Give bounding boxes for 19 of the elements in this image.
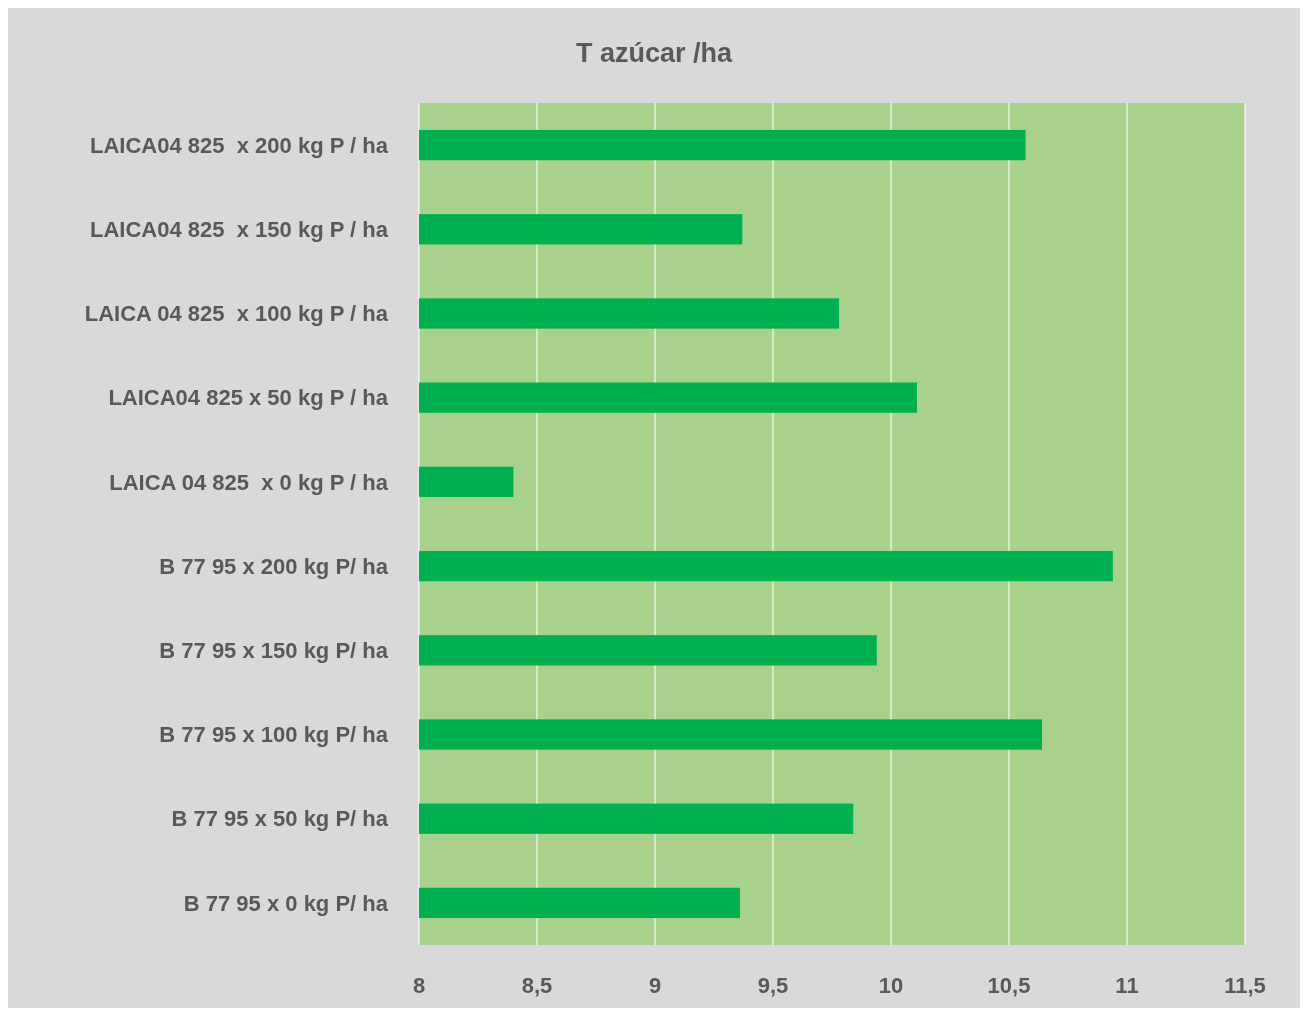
x-tick-label: 10	[878, 973, 904, 998]
y-tick-label: LAICA04 825 x 50 kg P / ha	[108, 385, 389, 411]
y-tick-label: B 77 95 x 50 kg P/ ha	[171, 806, 389, 832]
y-tick-label: B 77 95 x 200 kg P/ ha	[159, 553, 389, 579]
chart-title: T azúcar /ha	[575, 38, 734, 68]
x-tick-label: 8	[412, 973, 426, 998]
x-tick-label: 9	[648, 973, 662, 998]
y-tick-label: B 77 95 x 0 kg P/ ha	[183, 890, 389, 916]
y-tick-label: LAICA04 825 x 200 kg P / ha	[90, 132, 389, 158]
y-tick-label: LAICA 04 825 x 100 kg P / ha	[84, 301, 389, 327]
y-tick-label: B 77 95 x 100 kg P/ ha	[159, 722, 389, 748]
x-tick-label: 11,5	[1224, 973, 1266, 998]
x-tick-label: 10,5	[987, 973, 1031, 998]
x-tick-label: 11	[1115, 973, 1139, 998]
x-tick-label: 8,5	[521, 973, 553, 998]
y-tick-label: LAICA04 825 x 150 kg P / ha	[90, 217, 389, 242]
y-tick-label: LAICA 04 825 x 0 kg P / ha	[109, 469, 389, 495]
x-tick-label: 9,5	[757, 973, 789, 998]
y-tick-label: B 77 95 x 150 kg P/ ha	[159, 638, 389, 663]
